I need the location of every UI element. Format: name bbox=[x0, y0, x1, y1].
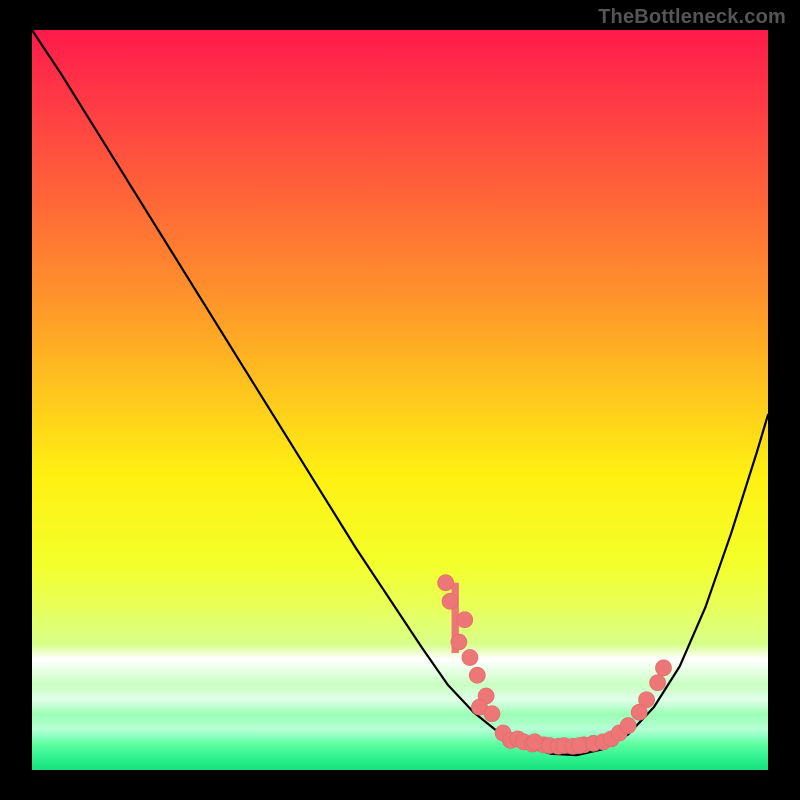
gradient-background bbox=[32, 30, 768, 770]
scatter-dot bbox=[655, 660, 671, 676]
scatter-dot bbox=[451, 634, 467, 650]
scatter-dot bbox=[620, 718, 636, 734]
scatter-dot bbox=[442, 593, 458, 609]
chart-svg bbox=[32, 30, 768, 770]
scatter-dot bbox=[484, 706, 500, 722]
scatter-dot bbox=[527, 734, 543, 750]
scatter-dot bbox=[457, 612, 473, 628]
watermark-label: TheBottleneck.com bbox=[598, 6, 786, 29]
plot-area bbox=[32, 30, 768, 770]
scatter-dot bbox=[631, 704, 647, 720]
chart-frame: TheBottleneck.com bbox=[0, 0, 800, 800]
scatter-dot bbox=[469, 667, 485, 683]
scatter-dot bbox=[650, 675, 666, 691]
scatter-dot bbox=[462, 650, 478, 666]
scatter-dot bbox=[572, 738, 588, 754]
scatter-dot bbox=[438, 575, 454, 591]
